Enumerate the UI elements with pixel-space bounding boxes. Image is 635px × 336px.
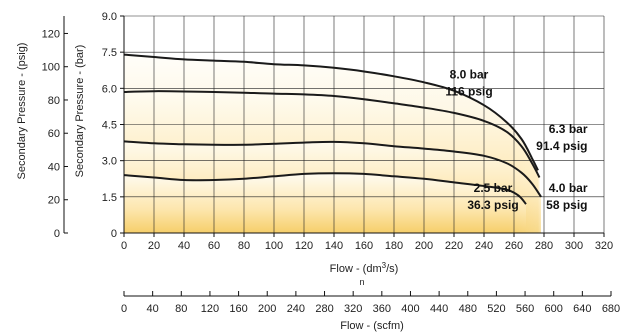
annotation-line2: 36.3 psig (467, 198, 518, 212)
x-tick-label: 320 (595, 240, 613, 252)
x-tick-label: 160 (355, 240, 373, 252)
x-tick-label: 40 (178, 240, 190, 252)
annotation-line1: 6.3 bar (549, 122, 588, 136)
x-tick-label: 60 (208, 240, 220, 252)
curve-annotations: 8.0 bar 116 psig 6.3 bar 91.4 psig 4.0 bar 58… (445, 68, 588, 212)
y-tick-label-psig: 120 (42, 28, 60, 40)
curve-annotation: 6.3 bar 91.4 psig (536, 122, 588, 153)
x2-tick-label: 400 (401, 303, 419, 315)
y-tick-label-psig: 100 (42, 62, 60, 74)
x-tick-label: 280 (535, 240, 553, 252)
y-axis-title-bar: Secondary Pressure - (bar) (74, 45, 86, 178)
grid-lines (123, 15, 605, 234)
annotation-line1: 8.0 bar (450, 68, 489, 82)
y-tick-label-bar: 0 (111, 228, 117, 240)
x2-tick-label: 480 (459, 303, 477, 315)
curve-annotation: 8.0 bar 116 psig (445, 68, 492, 99)
x2-tick-label: 360 (373, 303, 391, 315)
x2-tick-label: 640 (573, 303, 591, 315)
annotation-line1: 2.5 bar (474, 181, 513, 195)
annotation-line2: 116 psig (445, 85, 492, 99)
curve-annotation: 4.0 bar 58 psig (546, 181, 588, 212)
x2-tick-label: 600 (545, 303, 563, 315)
x-tick-label: 140 (325, 240, 343, 252)
y-tick-label-bar: 6.0 (102, 83, 117, 95)
x-tick-label: 0 (121, 240, 127, 252)
x-tick-label: 100 (265, 240, 283, 252)
x2-tick-label: 560 (516, 303, 534, 315)
x-tick-label: 240 (475, 240, 493, 252)
x2-tick-label: 280 (315, 303, 333, 315)
x2-tick-label: 80 (175, 303, 187, 315)
x2-tick-label: 200 (258, 303, 276, 315)
x-tick-label: 200 (415, 240, 433, 252)
x-tick-label: 80 (238, 240, 250, 252)
axes (63, 15, 612, 297)
x-axis-title: Flow - (dm3/s) (330, 261, 399, 276)
x-tick-label: 20 (148, 240, 160, 252)
x-tick-label: 220 (445, 240, 463, 252)
pressure-curves (123, 53, 542, 205)
y-tick-label-bar: 7.5 (102, 47, 117, 59)
x2-tick-label: 440 (430, 303, 448, 315)
annotation-line2: 91.4 psig (536, 139, 587, 153)
pressure-curve (123, 90, 541, 178)
x-tick-label: 120 (295, 240, 313, 252)
x2-tick-label: 160 (229, 303, 247, 315)
x-tick-label: 300 (565, 240, 583, 252)
y-tick-label-bar: 4.5 (102, 120, 117, 132)
x2-tick-label: 120 (201, 303, 219, 315)
x2-tick-label: 0 (121, 303, 127, 315)
x2-tick-label: 680 (602, 303, 620, 315)
y-tick-label-bar: 9.0 (102, 11, 117, 23)
y-tick-label-psig: 40 (48, 161, 60, 173)
y-axis-title-psig: Secondary Pressure - (psig) (16, 43, 28, 180)
pressure-curve (123, 172, 527, 205)
y-tick-label-psig: 20 (48, 195, 60, 207)
x2-tick-label: 320 (344, 303, 362, 315)
pressure-curve (123, 53, 539, 171)
x-axis-title-subscript: n (359, 277, 364, 287)
pressure-curve (123, 140, 542, 198)
x-tick-label: 180 (385, 240, 403, 252)
tick-labels: 0 1.5 3.0 4.5 6.0 7.5 9.0 0 20 40 60 80 100 120 0 20 40 6… (42, 11, 621, 315)
annotation-line2: 58 psig (546, 198, 587, 212)
x2-tick-label: 520 (487, 303, 505, 315)
x2-tick-label: 240 (287, 303, 305, 315)
x2-axis-title: Flow - (scfm) (340, 320, 404, 332)
y-tick-label-bar: 1.5 (102, 192, 117, 204)
x-tick-label: 260 (505, 240, 523, 252)
y-tick-label-bar: 3.0 (102, 156, 117, 168)
x2-tick-label: 40 (147, 303, 159, 315)
y-tick-label-psig: 80 (48, 95, 60, 107)
curve-annotation: 2.5 bar 36.3 psig (467, 181, 518, 212)
y-tick-label-psig: 0 (54, 228, 60, 240)
annotation-line1: 4.0 bar (549, 181, 588, 195)
y-tick-label-psig: 60 (48, 128, 60, 140)
